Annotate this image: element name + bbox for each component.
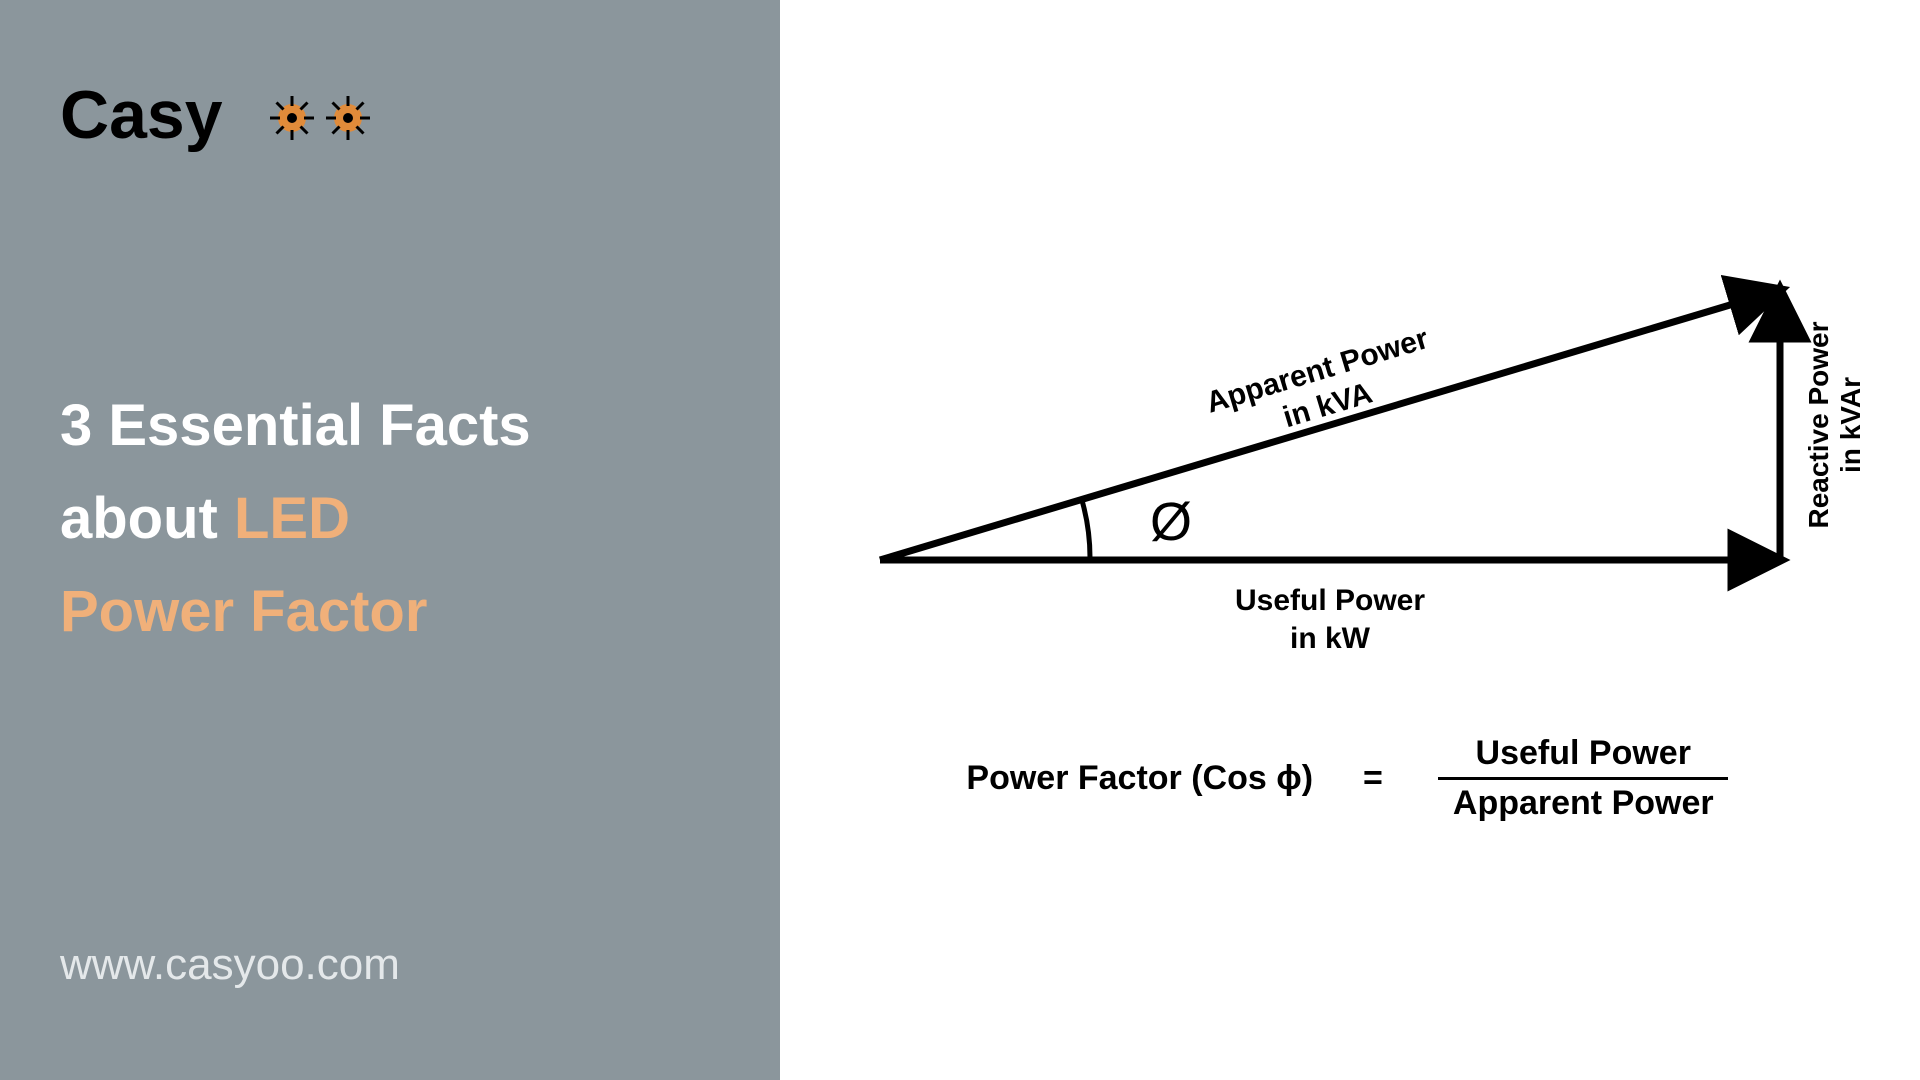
- useful-power-label-1: Useful Power: [1235, 584, 1425, 617]
- website-url: www.casyoo.com: [60, 940, 400, 990]
- formula-equals: =: [1363, 759, 1383, 798]
- title-line-2: about LED: [60, 473, 720, 566]
- right-panel: Ø Apparent Power in kVA Useful Power in …: [780, 0, 1920, 1080]
- reactive-power-label-2: in kVAr: [1835, 377, 1860, 473]
- title-line-3: Power Factor: [60, 566, 720, 659]
- formula-numerator: Useful Power: [1456, 730, 1711, 777]
- angle-symbol: Ø: [1150, 492, 1192, 552]
- logo-svg: Casy: [60, 70, 400, 160]
- reactive-power-label-1: Reactive Power: [1803, 321, 1834, 528]
- useful-power-label-2: in kW: [1290, 622, 1371, 655]
- title-block: 3 Essential Facts about LED Power Factor: [60, 380, 720, 658]
- power-triangle-diagram: Ø Apparent Power in kVA Useful Power in …: [840, 230, 1860, 710]
- svg-text:Casy: Casy: [60, 77, 223, 153]
- power-factor-formula: Power Factor (Cos ϕ) = Useful Power Appa…: [840, 730, 1860, 827]
- left-panel: Casy 3 Essential Facts about LED Power F…: [0, 0, 780, 1080]
- title-line-2a: about: [60, 486, 234, 551]
- title-line-1: 3 Essential Facts: [60, 380, 720, 473]
- apparent-power-vector: [880, 290, 1780, 560]
- title-line-2b: LED: [234, 486, 350, 551]
- formula-denominator: Apparent Power: [1433, 780, 1734, 827]
- angle-arc: [1081, 497, 1090, 560]
- formula-lhs: Power Factor (Cos ϕ): [966, 759, 1313, 798]
- brand-logo: Casy: [60, 70, 720, 160]
- formula-fraction: Useful Power Apparent Power: [1433, 730, 1734, 827]
